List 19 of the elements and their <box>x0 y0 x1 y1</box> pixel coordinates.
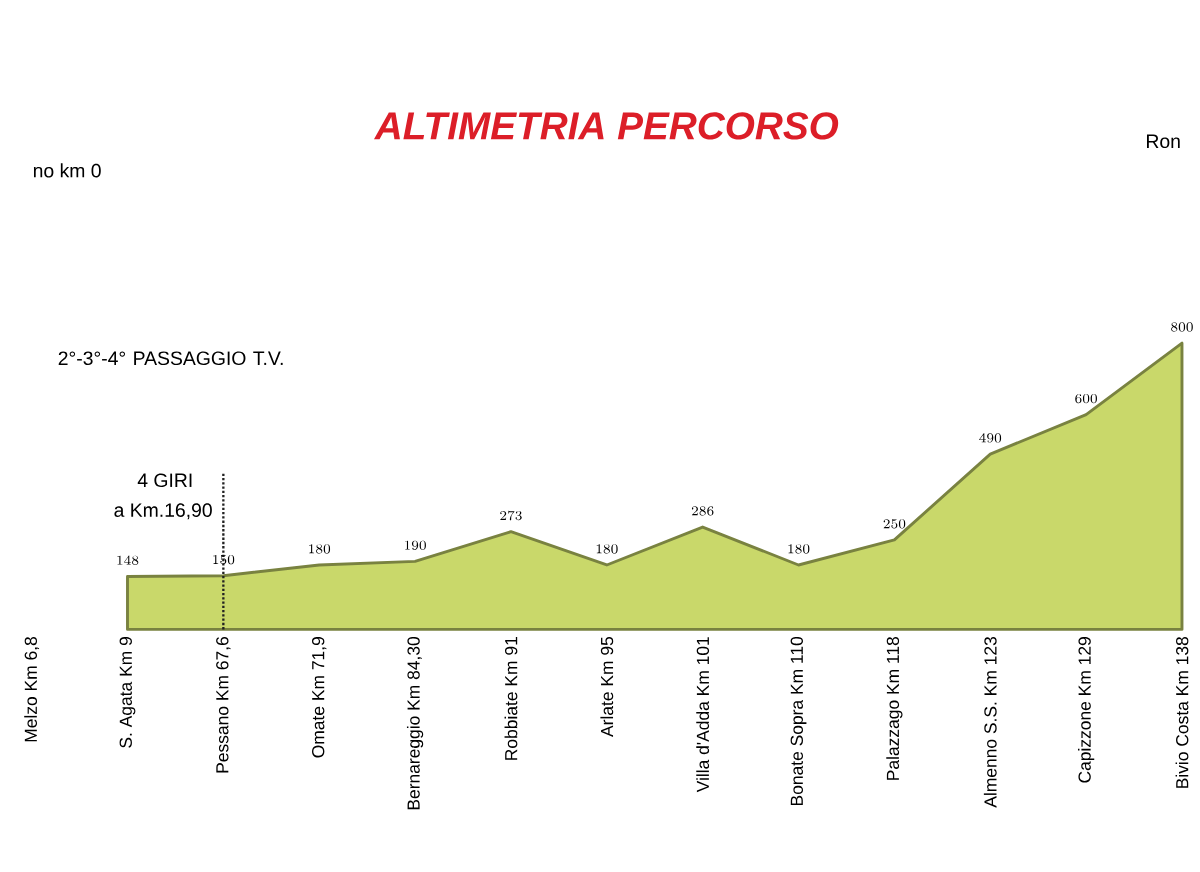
x-tick-label: Pessano Km 67,6 <box>216 637 231 773</box>
annotation: 4 GIRI <box>137 473 192 488</box>
x-tick-label: Almenno S.S. Km 123 <box>983 637 997 808</box>
x-tick-label: S. Agata Km 9 <box>119 637 136 749</box>
x-tick-label: Omate Km 71,9 <box>312 637 327 758</box>
x-tick-label: Arlate Km 95 <box>600 637 614 738</box>
annotation: a Km.16,90 <box>114 503 212 520</box>
annotation: 2°-3°-4° PASSAGGIO T.V. <box>58 351 283 366</box>
x-tick-label: Melzo Km 6,8 <box>24 637 40 742</box>
x-tick-label: Bernareggio Km 84,30 <box>406 637 424 810</box>
text: Ron <box>1147 134 1180 149</box>
x-tick-label: Capizzone Km 129 <box>1077 637 1095 783</box>
x-tick-label: Bonate Sopra Km 110 <box>790 637 807 806</box>
x-tick-label: Bivio Costa Km 138 <box>1175 637 1189 789</box>
x-tick-label: Palazzago Km 118 <box>886 637 903 781</box>
x-tick-label: Robbiate Km 91 <box>504 637 518 761</box>
text: no km 0 <box>33 163 101 178</box>
chart-title: ALTIMETRIA PERCORSO <box>373 112 839 140</box>
x-tick-label: Villa d'Adda Km 101 <box>696 637 710 793</box>
